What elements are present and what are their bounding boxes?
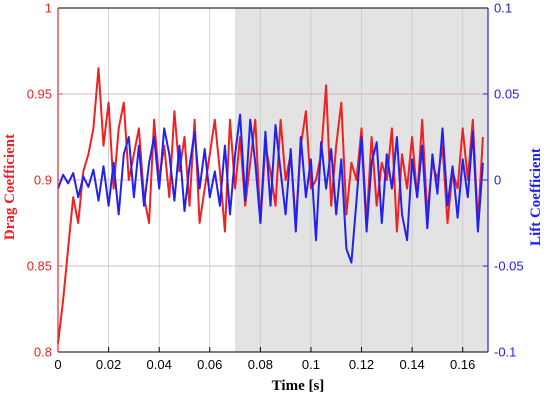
series-lines: [57, 67, 484, 344]
lift-coefficient-line: [57, 113, 484, 264]
x-tick-label: 0.1: [302, 357, 320, 372]
x-tick-label: 0.08: [248, 357, 273, 372]
y-right-axis-title: Lift Coefficient: [528, 148, 544, 246]
y-right-tick-label: 0.05: [494, 87, 519, 102]
y-left-axis-title: Drag Coefficient: [2, 134, 18, 240]
x-tick-label: 0.04: [147, 357, 172, 372]
drag-coefficient-line: [57, 67, 484, 344]
tick-labels: 0 0.02 0.04 0.06 0.08 0.1 0.12 0.14 0.16 0.8 0.85 0…: [27, 1, 524, 373]
y-left-tick-label: 0.95: [27, 87, 52, 102]
y-right-tick-label: 0: [494, 173, 501, 188]
x-tick-label: 0.14: [399, 357, 424, 372]
y-left-tick-label: 0.8: [34, 345, 52, 360]
y-left-tick-label: 0.85: [27, 259, 52, 274]
plot-frame: [57, 7, 489, 353]
x-axis-title: Time [s]: [272, 378, 325, 394]
x-tick-label: 0.16: [450, 357, 475, 372]
y-left-tick-label: 0.9: [34, 173, 52, 188]
y-right-tick-label: 0.1: [494, 1, 512, 16]
x-tick-label: 0.12: [349, 357, 374, 372]
y-left-tick-label: 1: [45, 1, 52, 16]
x-tick-label: 0.06: [197, 357, 222, 372]
x-tick-label: 0.02: [96, 357, 121, 372]
y-right-tick-label: -0.05: [494, 259, 524, 274]
y-right-tick-label: -0.1: [494, 345, 516, 360]
x-tick-label: 0: [54, 357, 61, 372]
